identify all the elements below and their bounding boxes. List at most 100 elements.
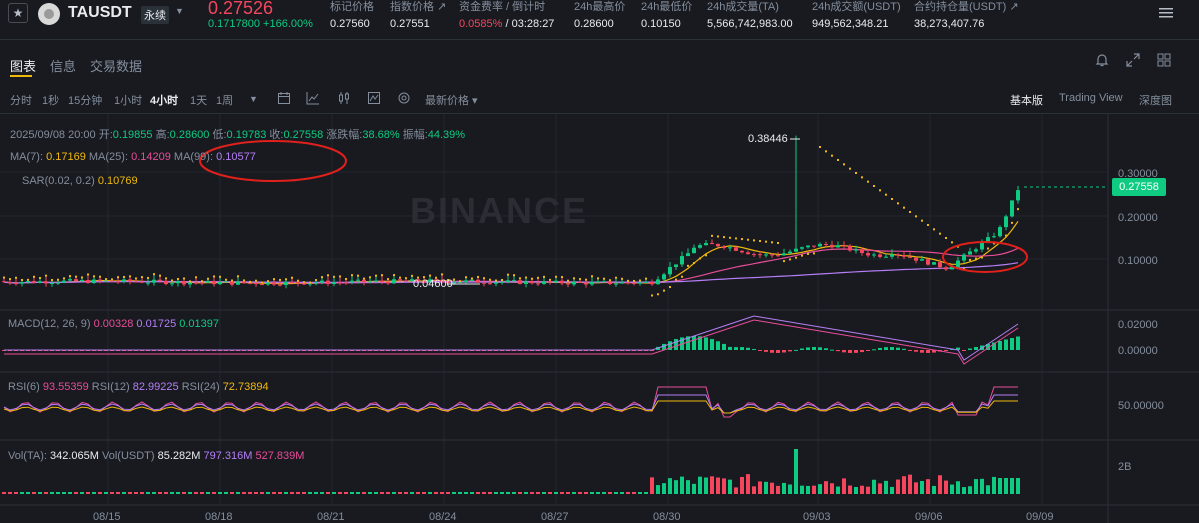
volume-bar	[602, 492, 606, 494]
volume-bar	[1010, 478, 1014, 494]
volume-bar	[50, 492, 54, 494]
rsi12-line	[3, 394, 1018, 414]
sar-legend: SAR(0.02, 0.2) 0.10769	[22, 175, 138, 187]
macd-bar	[986, 344, 990, 350]
candle-body	[332, 282, 336, 284]
bell-icon[interactable]	[1094, 52, 1110, 68]
volume-bar	[404, 492, 408, 494]
chevron-down-icon[interactable]: ▼	[249, 94, 258, 104]
tab-info[interactable]: 信息	[50, 59, 77, 74]
candle-body	[176, 281, 180, 284]
interval-tick[interactable]: 分时	[10, 95, 32, 107]
candle-body	[494, 282, 498, 284]
sar-dot	[969, 258, 971, 261]
sar-dot	[975, 257, 977, 260]
candle-body	[308, 283, 312, 285]
volume-bar	[512, 492, 516, 494]
volume-bar	[944, 480, 948, 494]
volume-ta-label: 24h成交量(TA)	[707, 1, 779, 13]
candle-body	[638, 282, 642, 284]
macd-bar	[884, 347, 888, 350]
macd-bar	[854, 350, 858, 353]
candle-type-icon[interactable]	[337, 91, 351, 105]
view-basic[interactable]: 基本版	[1010, 95, 1043, 107]
volume-bar	[542, 492, 546, 494]
interval-1s[interactable]: 1秒	[42, 95, 60, 107]
settings-icon[interactable]	[397, 91, 411, 105]
interval-15m[interactable]: 15分钟	[68, 95, 103, 107]
date-label: 08/18	[205, 511, 233, 523]
candle-body	[902, 254, 906, 257]
expand-icon[interactable]	[1125, 52, 1141, 68]
volume-bar	[686, 480, 690, 494]
volume-bar	[452, 492, 456, 494]
line-chart-icon[interactable]	[306, 91, 320, 105]
last-price: 0.27526	[208, 0, 274, 18]
candle-body	[128, 279, 132, 282]
candle-body	[314, 282, 318, 284]
sar-dot	[147, 276, 149, 279]
tab-trading-data[interactable]: 交易数据	[90, 59, 143, 74]
candle-body	[476, 279, 480, 283]
calendar-icon[interactable]	[277, 91, 291, 105]
interval-1h[interactable]: 1小时	[114, 95, 143, 107]
candlestick-chart[interactable]	[0, 114, 1199, 523]
candle-body	[146, 282, 150, 284]
tab-chart[interactable]: 图表	[10, 59, 37, 74]
sar-dot	[27, 278, 29, 281]
volume-bar	[734, 487, 738, 494]
low-24h-label: 24h最低价	[641, 1, 693, 13]
symbol-name[interactable]: TAUSDT	[68, 4, 132, 21]
candle-body	[362, 279, 366, 283]
sar-dot	[801, 254, 803, 257]
candle-body	[290, 281, 294, 283]
volume-bar	[188, 492, 192, 494]
macd-bar	[914, 350, 918, 352]
sar-dot	[609, 279, 611, 282]
candle-body	[878, 254, 882, 257]
candle-body	[974, 249, 978, 252]
chevron-down-icon[interactable]: ▼	[175, 6, 184, 16]
candle-body	[728, 247, 732, 249]
menu-icon[interactable]	[1158, 6, 1174, 20]
candle-body	[110, 280, 114, 282]
candle-body	[8, 282, 12, 284]
interval-1w[interactable]: 1周	[216, 95, 234, 107]
price-change: 0.1717800 +166.00%	[208, 18, 313, 30]
candle-body	[764, 254, 768, 256]
sar-dot	[855, 172, 857, 174]
sar-dot	[537, 276, 539, 279]
volume-bar	[740, 476, 744, 494]
candle-body	[98, 279, 102, 281]
macd-bar	[902, 348, 906, 350]
candle-body	[188, 282, 192, 285]
price-type-select[interactable]: 最新价格 ▾	[425, 95, 478, 107]
star-icon[interactable]: ★	[8, 3, 28, 23]
candle-body	[68, 279, 72, 281]
sar-dot	[459, 280, 461, 283]
open-interest-label[interactable]: 合约持仓量(USDT) ↗	[914, 1, 1019, 13]
interval-4h[interactable]: 4小时	[150, 95, 179, 107]
sar-dot	[621, 277, 623, 280]
volume-legend: Vol(TA): 342.065M Vol(USDT) 85.282M 797.…	[8, 450, 305, 462]
sar-dot	[141, 276, 143, 279]
candle-body	[518, 280, 522, 284]
macd-bar	[776, 350, 780, 353]
macd-bar	[722, 343, 726, 350]
volume-bar	[932, 485, 936, 494]
view-depth[interactable]: 深度图	[1139, 95, 1172, 107]
macd-bar	[848, 350, 852, 353]
indicator-icon[interactable]	[367, 91, 381, 105]
macd-bar	[998, 341, 1002, 350]
interval-1d[interactable]: 1天	[190, 95, 208, 107]
funding-rate-label[interactable]: 资金费率 / 倒计时	[459, 1, 546, 13]
grid-layout-icon[interactable]	[1156, 52, 1172, 68]
macd-bar	[1016, 336, 1020, 350]
sar-dot	[543, 275, 545, 278]
mark-price-label[interactable]: 标记价格	[330, 1, 374, 13]
view-tradingview[interactable]: Trading View	[1059, 92, 1123, 104]
sar-dot	[963, 267, 965, 270]
volume-bar	[818, 484, 822, 494]
index-price-label[interactable]: 指数价格 ↗	[390, 1, 447, 13]
candle-body	[872, 254, 876, 256]
